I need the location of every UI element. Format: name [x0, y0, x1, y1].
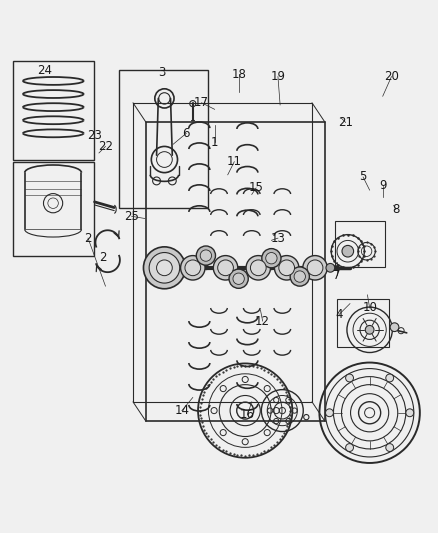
- Text: 7: 7: [333, 269, 341, 282]
- Circle shape: [275, 256, 299, 280]
- Circle shape: [326, 263, 335, 272]
- Bar: [13, 161, 94, 256]
- Text: 21: 21: [338, 116, 353, 129]
- Text: 8: 8: [392, 203, 399, 216]
- Bar: [335, 221, 385, 266]
- Bar: [13, 61, 94, 159]
- Circle shape: [346, 374, 353, 382]
- Circle shape: [342, 245, 353, 257]
- Circle shape: [406, 409, 414, 417]
- Text: 4: 4: [336, 308, 343, 321]
- Circle shape: [196, 246, 215, 265]
- Circle shape: [233, 273, 244, 285]
- Text: 19: 19: [270, 70, 286, 83]
- Circle shape: [346, 443, 353, 451]
- Text: 9: 9: [379, 179, 386, 192]
- Text: 22: 22: [98, 140, 113, 153]
- Text: 17: 17: [194, 96, 209, 109]
- Text: 25: 25: [124, 210, 139, 223]
- Text: 1: 1: [211, 135, 219, 149]
- Circle shape: [386, 443, 394, 451]
- Text: 12: 12: [255, 314, 270, 328]
- Circle shape: [325, 409, 333, 417]
- Circle shape: [185, 260, 201, 276]
- Text: 2: 2: [84, 232, 92, 245]
- Circle shape: [294, 271, 305, 282]
- Circle shape: [144, 247, 185, 289]
- Text: 3: 3: [159, 66, 166, 79]
- Circle shape: [251, 260, 266, 276]
- Circle shape: [365, 326, 374, 334]
- Circle shape: [180, 256, 205, 280]
- Bar: [146, 123, 325, 422]
- Text: 18: 18: [231, 68, 246, 81]
- Text: 6: 6: [183, 127, 190, 140]
- Circle shape: [229, 269, 248, 288]
- Circle shape: [262, 248, 281, 268]
- Text: 23: 23: [87, 129, 102, 142]
- Text: 10: 10: [362, 302, 377, 314]
- Circle shape: [246, 256, 271, 280]
- Text: 16: 16: [240, 408, 255, 422]
- Text: 13: 13: [271, 232, 286, 245]
- Circle shape: [386, 374, 394, 382]
- Bar: [119, 70, 208, 207]
- Circle shape: [390, 323, 399, 332]
- Text: 5: 5: [360, 171, 367, 183]
- Circle shape: [149, 253, 180, 283]
- Text: 20: 20: [384, 70, 399, 83]
- Text: 11: 11: [227, 155, 242, 168]
- Circle shape: [303, 256, 327, 280]
- Circle shape: [279, 260, 294, 276]
- Bar: [337, 299, 389, 348]
- Circle shape: [200, 250, 212, 261]
- Circle shape: [290, 267, 309, 286]
- Bar: [133, 103, 312, 402]
- Circle shape: [213, 256, 238, 280]
- Circle shape: [156, 260, 172, 276]
- Circle shape: [266, 253, 277, 264]
- Text: 2: 2: [99, 251, 107, 264]
- Text: 24: 24: [37, 63, 52, 77]
- Circle shape: [307, 260, 323, 276]
- Text: 14: 14: [174, 404, 189, 417]
- Text: 15: 15: [249, 181, 264, 195]
- Circle shape: [218, 260, 233, 276]
